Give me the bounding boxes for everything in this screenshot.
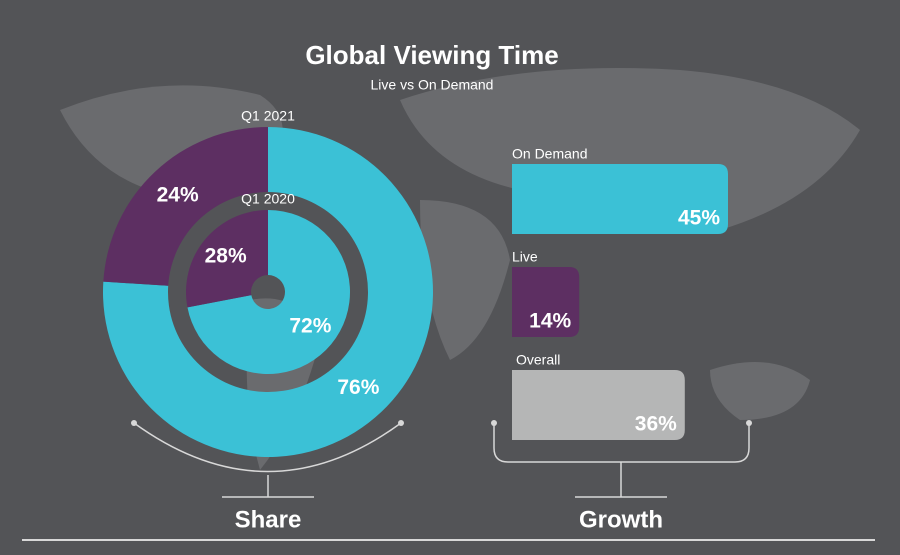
bar-category: Live (512, 249, 538, 265)
subtitle: Live vs On Demand (371, 77, 494, 93)
donut-segment (103, 127, 268, 286)
bar-category: Overall (516, 352, 560, 368)
donut-segment (187, 210, 350, 374)
bar (512, 164, 728, 234)
share-bracket (131, 420, 404, 498)
value-label: 14% (529, 310, 571, 333)
donut-segment (102, 127, 433, 457)
value-label: 76% (337, 376, 379, 399)
ring-label: Q1 2020 (241, 191, 295, 207)
value-label: 24% (157, 183, 199, 206)
growth-bracket (491, 420, 752, 498)
donut-segment (185, 210, 268, 308)
title: Global Viewing Time (305, 40, 558, 70)
share-label: Share (235, 506, 302, 533)
value-label: 72% (289, 315, 331, 338)
ring-label: Q1 2021 (241, 108, 295, 124)
value-label: 45% (678, 207, 720, 230)
value-label: 28% (205, 244, 247, 267)
bar (512, 370, 685, 440)
growth-label: Growth (579, 506, 663, 533)
bar (512, 267, 580, 337)
bar-category: On Demand (512, 146, 587, 162)
value-label: 36% (635, 413, 677, 436)
